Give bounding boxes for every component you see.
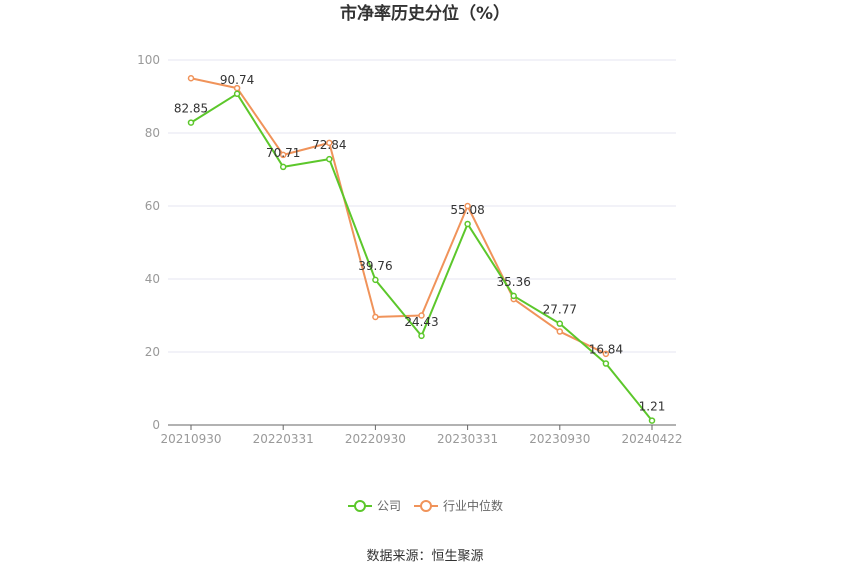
data-point [279,151,287,159]
y-tick-label: 40 [145,272,160,286]
series-line [190,92,653,422]
series-layer [187,75,656,424]
data-point [233,90,241,98]
data-point [326,155,333,163]
data-label: 1.21 [639,400,666,414]
y-tick-label: 60 [145,199,160,213]
legend-label: 行业中位数 [443,498,503,513]
y-axis: 0 20 40 60 80 100 [137,53,160,432]
legend-marker [354,500,366,512]
data-label: 70.71 [266,146,300,160]
x-tick-label: 20220331 [253,432,314,446]
data-label: 39.76 [358,259,392,273]
data-point [602,360,610,367]
x-axis: 20210930 20220331 20220930 20230331 20230930… [160,425,683,446]
x-tick-label: 20230331 [437,432,498,446]
legend-marker [420,500,432,512]
data-point [556,328,564,335]
chart-title: 市净率历史分位（%） [340,3,510,24]
data-point [187,75,195,82]
y-tick-label: 80 [145,126,160,140]
data-label: 27.77 [543,303,577,317]
x-tick-label: 20230930 [529,432,590,446]
data-point [279,163,287,171]
legend[interactable]: 公司 行业中位数 [348,498,503,513]
data-point [510,292,517,300]
data-labels: 82.85 90.74 70.71 72.84 39.76 24.43 55.08 35.36… [174,73,666,414]
data-point [648,417,656,424]
data-label: 72.84 [312,138,346,152]
data-point [326,139,333,147]
data-source: 数据来源：恒生聚源 [366,549,483,564]
data-label: 24.43 [404,315,438,329]
data-point [602,350,610,358]
data-point [372,313,379,321]
y-tick-label: 0 [152,418,160,432]
legend-item[interactable]: 公司 [348,499,401,513]
y-tick-label: 100 [137,53,160,67]
legend-label: 公司 [377,499,401,513]
x-tick-label: 20220930 [345,432,406,446]
data-point [372,276,379,284]
data-label: 16.84 [589,343,623,357]
data-label: 55.08 [450,203,484,217]
data-label: 35.36 [497,275,531,289]
series-line [190,77,607,355]
x-tick-label: 20210930 [160,432,221,446]
x-tick-label: 20240422 [621,432,682,446]
data-label: 90.74 [220,73,254,87]
data-point [187,119,195,126]
data-point [464,220,471,228]
y-tick-label: 20 [145,345,160,359]
data-point [418,312,425,319]
data-point [418,332,425,340]
data-point [556,320,564,327]
legend-item[interactable]: 行业中位数 [414,498,503,513]
data-label: 82.85 [174,102,208,116]
data-point [464,202,471,210]
